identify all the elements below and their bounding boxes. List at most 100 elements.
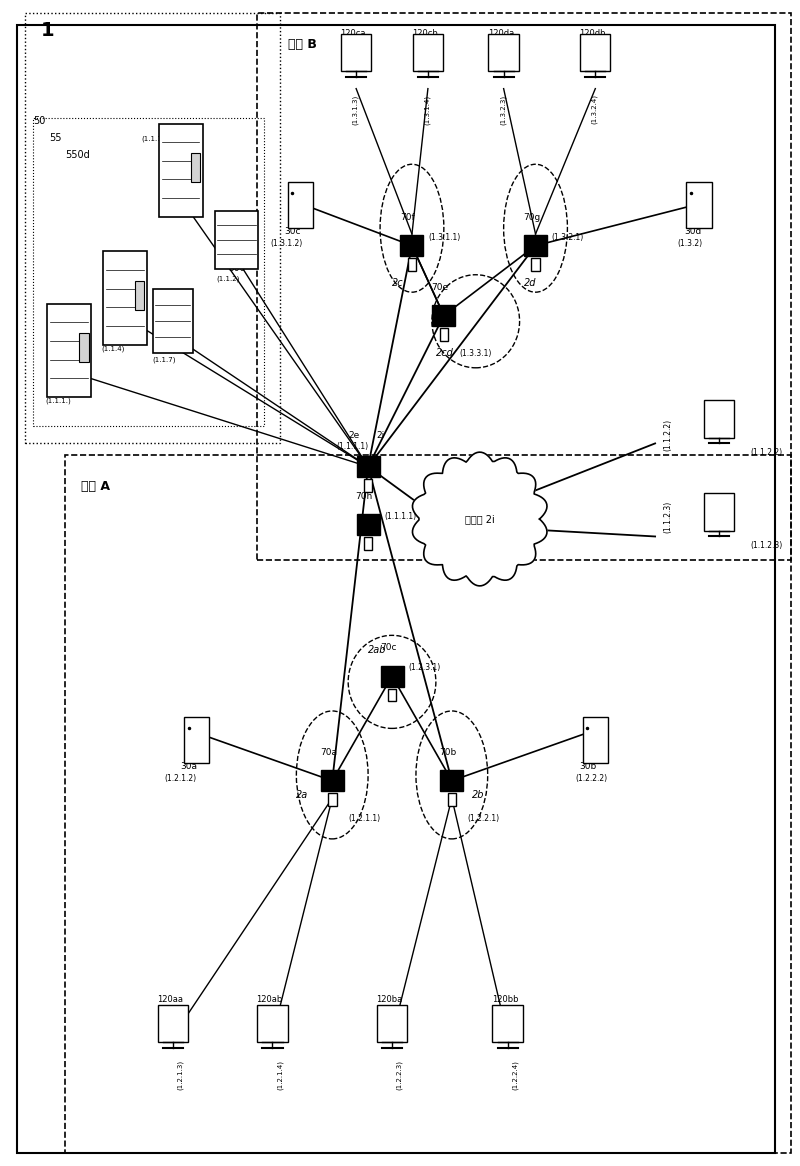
Text: 30b: 30b — [579, 763, 597, 771]
Text: 10ca: 10ca — [348, 64, 366, 73]
Text: 120ca: 120ca — [340, 29, 366, 38]
Text: 2a: 2a — [296, 791, 309, 800]
Text: (1.1.2.2): (1.1.2.2) — [750, 448, 783, 457]
Text: 10cb: 10cb — [420, 64, 438, 73]
Text: 120da: 120da — [488, 29, 514, 38]
FancyBboxPatch shape — [388, 689, 396, 701]
Text: 550b: 550b — [109, 331, 132, 340]
Text: 70b: 70b — [439, 749, 457, 757]
FancyBboxPatch shape — [439, 328, 448, 340]
Text: (1.1.7): (1.1.7) — [153, 357, 176, 364]
FancyBboxPatch shape — [401, 236, 423, 257]
FancyBboxPatch shape — [328, 793, 337, 806]
Text: 2c: 2c — [392, 279, 404, 288]
Text: 550d: 550d — [65, 150, 90, 161]
FancyBboxPatch shape — [432, 305, 455, 326]
Text: 10bb: 10bb — [500, 1012, 519, 1021]
Text: 英特网 2i: 英特网 2i — [465, 514, 494, 524]
FancyBboxPatch shape — [686, 182, 712, 229]
Text: (1.3.1.1): (1.3.1.1) — [428, 233, 460, 241]
Text: (1.1.2.3): (1.1.2.3) — [750, 541, 783, 550]
Text: 120db: 120db — [579, 29, 606, 38]
Text: 10ba: 10ba — [384, 1012, 403, 1021]
Text: (1.3.2.4): (1.3.2.4) — [591, 94, 598, 125]
Text: ...: ... — [125, 261, 136, 271]
Text: (1.1.1.1): (1.1.1.1) — [336, 442, 368, 451]
Text: 10ab: 10ab — [265, 1012, 284, 1021]
FancyBboxPatch shape — [159, 124, 202, 217]
FancyBboxPatch shape — [357, 514, 379, 535]
Text: (1.2.2.4): (1.2.2.4) — [512, 1060, 518, 1090]
Text: 区域 B: 区域 B — [288, 38, 318, 51]
FancyBboxPatch shape — [440, 771, 463, 792]
Text: 120bb: 120bb — [492, 995, 518, 1004]
Text: (1.2.1.4): (1.2.1.4) — [277, 1060, 283, 1090]
Text: 2i: 2i — [376, 430, 384, 440]
Text: 2b: 2b — [472, 791, 484, 800]
FancyBboxPatch shape — [381, 666, 403, 687]
Text: (1.2.1.1): (1.2.1.1) — [348, 815, 380, 823]
Text: 70h: 70h — [355, 492, 373, 501]
FancyBboxPatch shape — [524, 236, 547, 257]
FancyBboxPatch shape — [489, 34, 518, 71]
Text: (1.2.2.1): (1.2.2.1) — [468, 815, 500, 823]
FancyBboxPatch shape — [341, 34, 371, 71]
FancyBboxPatch shape — [357, 456, 379, 477]
FancyBboxPatch shape — [447, 793, 456, 806]
Text: 500: 500 — [228, 265, 245, 273]
FancyBboxPatch shape — [47, 304, 91, 396]
Text: 55: 55 — [50, 133, 62, 143]
Text: 120ab: 120ab — [257, 995, 282, 1004]
Text: (1.1.1.6): (1.1.1.6) — [141, 136, 171, 142]
FancyBboxPatch shape — [580, 34, 610, 71]
Text: (1.2.1.2): (1.2.1.2) — [165, 774, 197, 782]
Text: (1.2.2.2): (1.2.2.2) — [575, 774, 607, 782]
Text: 550a: 550a — [54, 384, 76, 393]
FancyBboxPatch shape — [79, 333, 89, 361]
FancyBboxPatch shape — [413, 34, 443, 71]
Text: (1.2.3.1): (1.2.3.1) — [408, 663, 440, 673]
FancyBboxPatch shape — [704, 400, 734, 437]
FancyBboxPatch shape — [364, 538, 373, 550]
Text: 120aa: 120aa — [157, 995, 183, 1004]
Text: 10da: 10da — [496, 64, 515, 73]
Text: (1.2.1.3): (1.2.1.3) — [177, 1060, 183, 1090]
FancyBboxPatch shape — [408, 258, 416, 271]
Text: (1.3.1.4): (1.3.1.4) — [424, 94, 430, 125]
FancyBboxPatch shape — [377, 1005, 407, 1042]
Text: (1.2.2.3): (1.2.2.3) — [396, 1060, 402, 1090]
Text: 2d: 2d — [523, 279, 536, 288]
Text: 70c: 70c — [380, 644, 396, 653]
Text: (1.1.2.2): (1.1.2.2) — [663, 419, 672, 451]
FancyBboxPatch shape — [184, 717, 210, 764]
Text: (1.3.1.3): (1.3.1.3) — [352, 94, 358, 125]
Text: 2cd: 2cd — [436, 349, 454, 358]
Text: 570: 570 — [164, 345, 182, 354]
FancyBboxPatch shape — [153, 289, 193, 353]
Text: 120ba: 120ba — [376, 995, 402, 1004]
FancyBboxPatch shape — [493, 1005, 522, 1042]
Text: 1: 1 — [42, 21, 55, 41]
FancyBboxPatch shape — [258, 1005, 287, 1042]
FancyBboxPatch shape — [287, 182, 313, 229]
Text: 2e: 2e — [348, 430, 359, 440]
FancyBboxPatch shape — [582, 717, 608, 764]
Text: 30d: 30d — [684, 227, 701, 236]
Text: (1.3.2): (1.3.2) — [678, 239, 702, 247]
Text: 120cb: 120cb — [412, 29, 438, 38]
Text: 2ab: 2ab — [368, 645, 386, 655]
FancyBboxPatch shape — [158, 1005, 188, 1042]
FancyBboxPatch shape — [214, 211, 258, 269]
FancyBboxPatch shape — [531, 258, 540, 271]
Text: 50: 50 — [34, 115, 46, 126]
Text: 10aa: 10aa — [165, 1012, 184, 1021]
Text: 70e: 70e — [431, 283, 449, 292]
Text: 30c: 30c — [285, 227, 301, 236]
Text: (1.3.1.2): (1.3.1.2) — [271, 239, 303, 247]
Text: 70f: 70f — [401, 213, 415, 222]
Polygon shape — [413, 452, 547, 585]
Text: (1.1.1.1): (1.1.1.1) — [384, 512, 416, 521]
Text: (1.1.2.3): (1.1.2.3) — [663, 500, 672, 533]
Text: (1.1.4): (1.1.4) — [101, 345, 125, 352]
Text: (1.3.2.1): (1.3.2.1) — [551, 233, 584, 241]
